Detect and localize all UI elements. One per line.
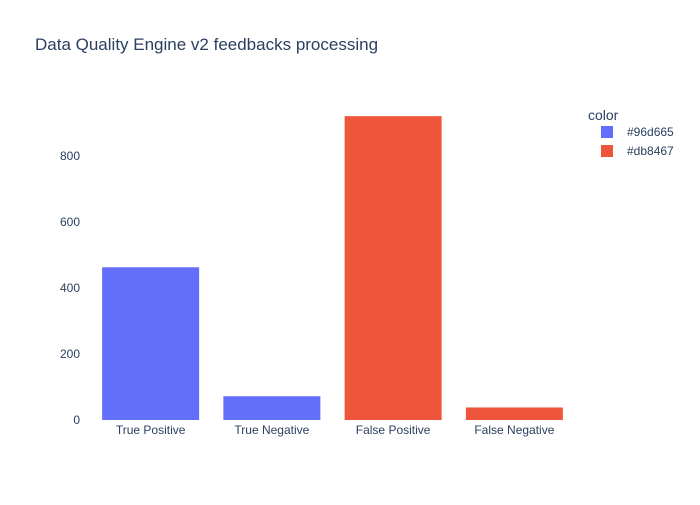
x-tick-label-2: False Positive — [356, 423, 431, 437]
y-tick-label-3: 600 — [60, 215, 80, 229]
legend-title: color — [588, 107, 619, 123]
y-tick-label-2: 400 — [60, 281, 80, 295]
bar-true-positive — [102, 267, 200, 420]
bar-false-negative — [465, 407, 563, 420]
legend-label-0[interactable]: #96d665 — [627, 125, 674, 139]
x-tick-label-1: True Negative — [234, 423, 309, 437]
bar-true-negative — [223, 396, 321, 420]
bar-false-positive — [344, 116, 442, 420]
y-axis-ticks: 0 200 400 600 800 — [60, 149, 80, 427]
legend-label-1[interactable]: #db8467 — [627, 144, 674, 158]
chart-title: Data Quality Engine v2 feedbacks process… — [35, 35, 378, 54]
bars — [102, 116, 563, 420]
x-tick-label-0: True Positive — [116, 423, 186, 437]
x-tick-label-3: False Negative — [474, 423, 554, 437]
y-tick-label-4: 800 — [60, 149, 80, 163]
legend: color #96d665 #db8467 — [588, 107, 674, 158]
legend-swatch-0[interactable] — [601, 126, 613, 138]
legend-swatch-1[interactable] — [601, 145, 613, 157]
x-axis-ticks: True Positive True Negative False Positive… — [116, 423, 555, 437]
y-tick-label-0: 0 — [73, 413, 80, 427]
y-tick-label-1: 200 — [60, 347, 80, 361]
